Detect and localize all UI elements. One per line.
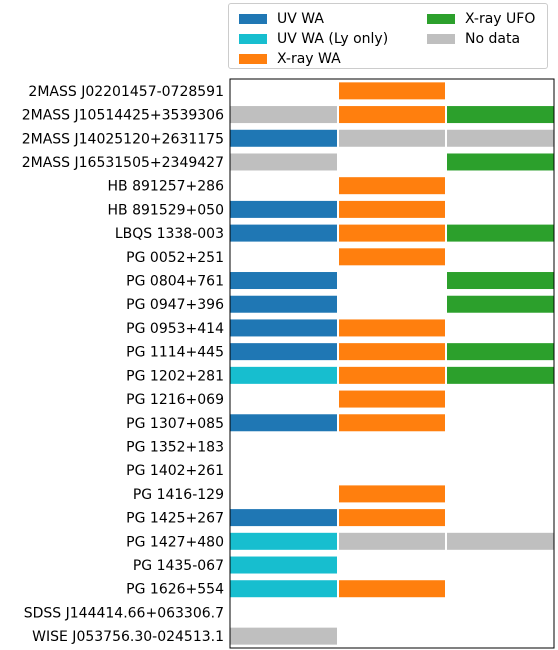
legend-swatch-uv-wa-ly — [239, 34, 267, 44]
legend-swatch-xray-ufo — [427, 14, 455, 24]
row-label: HB 891529+050 — [108, 202, 224, 218]
row-label: PG 0052+251 — [126, 250, 224, 266]
cell-xray-ufo-ufo — [447, 153, 554, 171]
cell-xray-wa-xwa — [339, 343, 445, 361]
cell-uv-uv — [230, 414, 337, 432]
legend-item-xray-wa: X-ray WA — [239, 50, 341, 68]
cell-xray-wa-xwa — [339, 82, 445, 100]
cell-uv-uv_ly — [230, 556, 337, 574]
cell-xray-wa-xwa — [339, 366, 445, 384]
cell-uv-uv — [230, 295, 337, 313]
bars-group — [230, 82, 554, 645]
row-label: PG 1307+085 — [126, 416, 224, 432]
cell-xray-wa-xwa — [339, 580, 445, 598]
cell-xray-wa-xwa — [339, 200, 445, 218]
cell-xray-wa-xwa — [339, 319, 445, 337]
legend-item-xray-ufo: X-ray UFO — [427, 10, 535, 28]
cell-uv-uv_ly — [230, 532, 337, 550]
cell-xray-wa-xwa — [339, 390, 445, 408]
cell-uv-uv — [230, 129, 337, 147]
row-label: PG 1626+554 — [126, 582, 224, 598]
cell-xray-ufo-nodata — [447, 129, 554, 147]
cell-xray-ufo-ufo — [447, 272, 554, 290]
legend-swatch-uv-wa — [239, 14, 267, 24]
cell-uv-uv_ly — [230, 580, 337, 598]
cell-xray-ufo-ufo — [447, 224, 554, 242]
row-label: SDSS J144414.66+063306.7 — [24, 605, 224, 621]
cell-uv-uv — [230, 200, 337, 218]
row-label: PG 1425+267 — [126, 511, 224, 527]
row-label: 2MASS J16531505+2349427 — [22, 155, 224, 171]
row-label: 2MASS J10514425+3539306 — [22, 108, 224, 124]
legend-item-no-data: No data — [427, 30, 520, 48]
cell-uv-uv — [230, 343, 337, 361]
cell-uv-nodata — [230, 627, 337, 645]
cell-xray-wa-xwa — [339, 485, 445, 503]
row-label: LBQS 1338-003 — [115, 226, 224, 242]
cell-xray-wa-xwa — [339, 509, 445, 527]
cell-xray-wa-xwa — [339, 414, 445, 432]
legend: UV WA UV WA (Ly only) X-ray WA X-ray UFO… — [228, 3, 548, 69]
cell-xray-wa-xwa — [339, 177, 445, 195]
cell-uv-uv — [230, 319, 337, 337]
cell-uv-uv — [230, 272, 337, 290]
legend-label-uv-wa-ly: UV WA (Ly only) — [277, 31, 389, 47]
row-label: PG 1427+480 — [126, 534, 224, 550]
legend-swatch-xray-wa — [239, 54, 267, 64]
cell-xray-wa-xwa — [339, 248, 445, 266]
row-label: PG 0804+761 — [126, 274, 224, 290]
row-label: PG 1435-067 — [133, 558, 224, 574]
row-label: PG 1416-129 — [133, 487, 224, 503]
row-label: 2MASS J14025120+2631175 — [22, 131, 224, 147]
cell-xray-wa-nodata — [339, 129, 445, 147]
row-labels-group: 2MASS J02201457-0728591 2MASS J10514425+3… — [22, 84, 224, 645]
cell-uv-uv — [230, 509, 337, 527]
cell-xray-wa-nodata — [339, 532, 445, 550]
cell-xray-ufo-ufo — [447, 366, 554, 384]
legend-item-uv-wa-ly: UV WA (Ly only) — [239, 30, 388, 48]
cell-uv-nodata — [230, 153, 337, 171]
legend-label-uv-wa: UV WA — [277, 11, 324, 27]
cell-xray-wa-xwa — [339, 224, 445, 242]
row-label: PG 0947+396 — [126, 297, 224, 313]
cell-uv-nodata — [230, 106, 337, 124]
cell-uv-uv — [230, 224, 337, 242]
row-label: PG 1202+281 — [126, 368, 224, 384]
cell-uv-uv_ly — [230, 366, 337, 384]
legend-label-xray-ufo: X-ray UFO — [465, 11, 536, 27]
plot-frame — [229, 78, 555, 649]
cell-xray-ufo-ufo — [447, 343, 554, 361]
row-label: PG 1352+183 — [126, 439, 224, 455]
row-label: PG 1216+069 — [126, 392, 224, 408]
row-label: PG 1402+261 — [126, 463, 224, 479]
row-label: WISE J053756.30-024513.1 — [32, 629, 224, 645]
legend-label-no-data: No data — [465, 31, 521, 47]
legend-item-uv-wa: UV WA — [239, 10, 324, 28]
row-label: PG 0953+414 — [126, 321, 224, 337]
cell-xray-ufo-nodata — [447, 532, 554, 550]
row-label: 2MASS J02201457-0728591 — [28, 84, 224, 100]
row-label: HB 891257+286 — [108, 179, 225, 195]
cell-xray-ufo-ufo — [447, 295, 554, 313]
cell-xray-ufo-ufo — [447, 106, 554, 124]
row-label: PG 1114+445 — [126, 345, 224, 361]
legend-swatch-no-data — [427, 34, 455, 44]
legend-label-xray-wa: X-ray WA — [277, 51, 341, 67]
cell-xray-wa-xwa — [339, 106, 445, 124]
